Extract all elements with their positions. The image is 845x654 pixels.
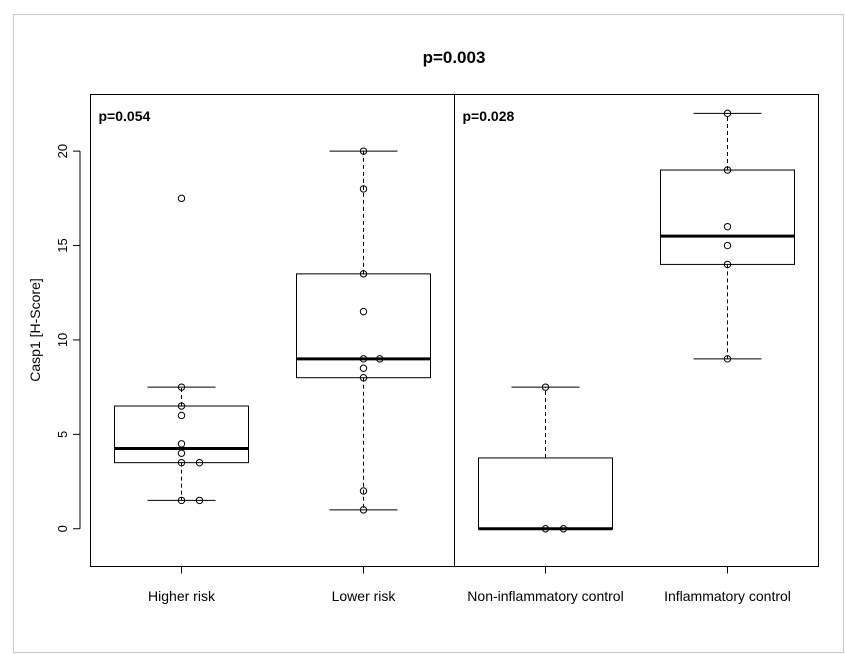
data-point <box>359 147 368 155</box>
y-tick-label: 0 <box>55 525 70 532</box>
box-group: Non-inflammatory control <box>467 383 624 604</box>
data-point <box>723 260 732 269</box>
data-point <box>177 383 186 391</box>
data-point <box>195 458 204 467</box>
data-point <box>177 496 186 505</box>
data-point <box>559 525 568 533</box>
chart-title: p=0.003 <box>423 48 486 67</box>
iqr-box <box>478 457 613 530</box>
data-point <box>177 411 186 420</box>
data-point <box>177 402 186 410</box>
data-point <box>359 185 368 193</box>
data-point <box>195 496 204 505</box>
iqr-box <box>660 169 795 265</box>
panel-p-value: p=0.028 <box>463 108 515 124</box>
y-tick-label: 5 <box>55 431 70 438</box>
panel: p=0.028 Non-inflammatory control Inflammat… <box>463 108 795 604</box>
data-point <box>723 355 732 363</box>
panel-p-value: p=0.054 <box>99 108 151 124</box>
data-point <box>359 364 368 372</box>
data-point <box>723 109 732 118</box>
data-point <box>359 374 368 382</box>
x-tick-label: Non-inflammatory control <box>467 588 623 604</box>
y-tick-label: 15 <box>55 238 70 252</box>
data-point <box>541 525 550 533</box>
x-tick-label: Lower risk <box>332 588 397 604</box>
y-tick-label: 10 <box>55 333 70 347</box>
box-group: Higher risk <box>114 194 249 604</box>
data-point <box>177 458 186 467</box>
panel: p=0.054 Higher risk Lower risk <box>99 108 431 604</box>
panels: p=0.054 Higher risk Lower risk p=0.028 Non-i… <box>99 108 795 604</box>
data-point <box>541 383 550 391</box>
y-axis: 0 5 10 15 20 <box>55 144 81 532</box>
data-point <box>359 506 368 514</box>
data-point <box>376 355 384 363</box>
box-group: Inflammatory control <box>660 109 795 604</box>
data-point <box>359 487 368 495</box>
data-point <box>359 270 368 278</box>
y-tick-label: 20 <box>55 144 70 158</box>
x-tick-label: Inflammatory control <box>664 588 791 604</box>
x-tick-label: Higher risk <box>148 588 216 604</box>
data-point <box>177 440 186 448</box>
data-point <box>359 355 368 363</box>
y-axis-label: Casp1 [H-Score] <box>27 278 43 381</box>
data-point <box>723 241 732 250</box>
data-point <box>177 194 186 203</box>
iqr-box <box>114 405 249 464</box>
iqr-box <box>296 273 431 379</box>
data-point <box>359 307 368 316</box>
data-point <box>177 449 186 457</box>
data-point <box>723 222 732 231</box>
data-point <box>723 166 732 174</box>
box-group: Lower risk <box>296 147 431 604</box>
